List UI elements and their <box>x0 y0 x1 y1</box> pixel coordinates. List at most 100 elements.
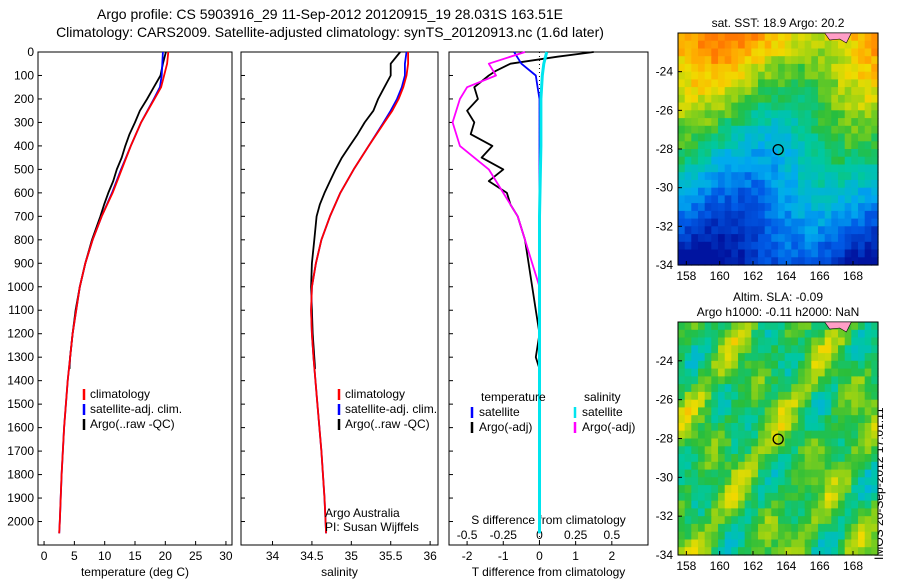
heatmap-cell <box>804 71 812 80</box>
heatmap-cell <box>784 500 792 509</box>
heatmap-cell <box>838 102 846 111</box>
heatmap-cell <box>718 500 726 509</box>
heatmap-cell <box>738 376 746 385</box>
heatmap-cell <box>684 353 692 362</box>
heatmap-cell <box>784 63 792 73</box>
heatmap-cell <box>678 345 686 354</box>
heatmap-cell <box>764 384 772 393</box>
heatmap-cell <box>778 48 786 57</box>
heatmap-cell <box>818 492 826 502</box>
heatmap-cell <box>831 71 839 80</box>
heatmap-cell <box>731 79 739 88</box>
heatmap-cell <box>744 461 752 471</box>
heatmap-cell <box>838 376 846 385</box>
heatmap-cell <box>798 469 806 478</box>
heatmap-cell <box>771 71 779 80</box>
plot-frame-2 <box>240 51 439 546</box>
heatmap-cell <box>771 547 779 556</box>
legend-label: satellite-adj. clim. <box>345 402 437 416</box>
heatmap-cell <box>751 423 759 432</box>
heatmap-cell <box>724 133 732 142</box>
heatmap-cell <box>831 203 839 212</box>
heatmap-cell <box>811 257 819 266</box>
heatmap-cell <box>871 87 879 96</box>
heatmap-cell <box>851 399 859 409</box>
heatmap-cell <box>751 407 759 416</box>
heatmap-cell <box>764 218 772 227</box>
heatmap-cell <box>698 87 706 96</box>
x-axis-label: temperature (deg C) <box>81 565 189 579</box>
heatmap-cell <box>691 469 699 478</box>
heatmap-cell <box>838 94 846 104</box>
heatmap-cell <box>804 172 812 181</box>
heatmap-cell <box>778 477 786 486</box>
heatmap-cell <box>864 492 872 502</box>
heatmap-cell <box>784 56 792 65</box>
heatmap-cell <box>818 454 826 463</box>
heatmap-cell <box>791 110 799 119</box>
heatmap-cell <box>791 423 799 432</box>
heatmap-cell <box>771 477 779 486</box>
heatmap-cell <box>838 71 846 80</box>
heatmap-cell <box>798 368 806 377</box>
heatmap-cell <box>718 210 726 220</box>
heatmap-cell <box>798 407 806 416</box>
heatmap-cell <box>804 353 812 362</box>
heatmap-cell <box>751 195 759 204</box>
heatmap-cell <box>758 125 766 135</box>
heatmap-cell <box>844 63 852 73</box>
heatmap-cell <box>858 164 866 173</box>
heatmap-cell <box>698 156 706 165</box>
heatmap-cell <box>724 492 732 502</box>
heatmap-cell <box>751 446 759 455</box>
heatmap-cell <box>698 133 706 142</box>
heatmap-cell <box>798 454 806 463</box>
heatmap-cell <box>698 516 706 525</box>
heatmap-cell <box>704 353 712 362</box>
heatmap-cell <box>684 133 692 142</box>
heatmap-cell <box>764 329 772 339</box>
heatmap-cell <box>858 446 866 455</box>
heatmap-cell <box>771 407 779 416</box>
heatmap-cell <box>738 531 746 541</box>
heatmap-cell <box>818 195 826 204</box>
heatmap-cell <box>758 110 766 119</box>
heatmap-cell <box>698 454 706 463</box>
heatmap-cell <box>784 477 792 486</box>
heatmap-cell <box>844 71 852 80</box>
heatmap-cell <box>764 415 772 424</box>
y-tick-label: -30 <box>656 470 674 484</box>
heatmap-cell <box>864 195 872 204</box>
heatmap-cell <box>738 241 746 251</box>
heatmap-cell <box>791 141 799 150</box>
heatmap-cell <box>778 79 786 88</box>
heatmap-cell <box>838 118 846 127</box>
heatmap-cell <box>798 195 806 204</box>
heatmap-cell <box>831 94 839 104</box>
map-title: Altim. SLA: -0.09 <box>733 290 823 304</box>
heatmap-cell <box>831 226 839 235</box>
heatmap-cell <box>698 249 706 258</box>
heatmap-cell <box>764 187 772 196</box>
heatmap-cell <box>731 63 739 73</box>
heatmap-cell <box>784 531 792 541</box>
heatmap-cell <box>718 353 726 362</box>
heatmap-cell <box>691 423 699 432</box>
heatmap-cell <box>858 337 866 346</box>
heatmap-cell <box>771 461 779 471</box>
heatmap-cell <box>704 523 712 533</box>
heatmap-cell <box>778 446 786 455</box>
x-tick-label: 35 <box>345 549 359 563</box>
coastline-new-caledonia <box>824 321 852 333</box>
heatmap-cell <box>684 547 692 556</box>
heatmap-cell <box>838 87 846 96</box>
heatmap-cell <box>744 516 752 525</box>
heatmap-cell <box>711 210 719 220</box>
heatmap-cell <box>691 430 699 440</box>
heatmap-cell <box>824 164 832 173</box>
heatmap-cell <box>684 71 692 80</box>
s-tick-label: 0.5 <box>603 528 620 542</box>
heatmap-cell <box>751 353 759 362</box>
heatmap-cell <box>864 322 872 331</box>
heatmap-cell <box>771 195 779 204</box>
